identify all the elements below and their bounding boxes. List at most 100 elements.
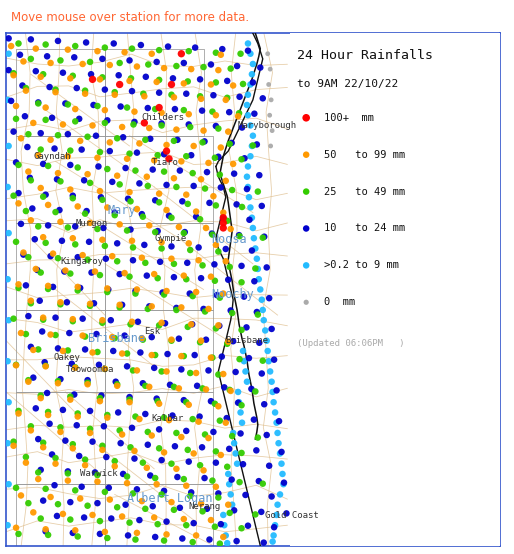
Point bbox=[32, 44, 40, 53]
Point bbox=[205, 366, 213, 375]
Point bbox=[9, 191, 17, 200]
Point bbox=[229, 429, 237, 438]
Point bbox=[211, 399, 219, 408]
Point bbox=[69, 444, 77, 453]
Point bbox=[75, 114, 83, 123]
Point bbox=[101, 488, 109, 496]
Point bbox=[223, 217, 231, 225]
Text: Maryborough: Maryborough bbox=[238, 121, 297, 130]
Text: 24 Hour Rainfalls: 24 Hour Rainfalls bbox=[297, 49, 433, 61]
Point bbox=[36, 394, 45, 403]
Point bbox=[51, 313, 60, 322]
Point bbox=[135, 415, 143, 424]
Point bbox=[51, 454, 60, 463]
Point bbox=[278, 448, 286, 456]
Text: Murgon: Murgon bbox=[75, 219, 107, 228]
Point bbox=[162, 530, 171, 539]
Point bbox=[114, 408, 122, 417]
Point bbox=[243, 184, 251, 193]
Point bbox=[259, 479, 267, 488]
Point bbox=[46, 252, 54, 260]
Text: Esk: Esk bbox=[144, 327, 160, 336]
Point bbox=[253, 307, 261, 316]
Point bbox=[71, 363, 79, 372]
Point bbox=[129, 366, 137, 375]
Point bbox=[66, 146, 75, 155]
Point bbox=[57, 375, 65, 383]
Point bbox=[12, 237, 20, 246]
Point bbox=[223, 340, 231, 348]
Point bbox=[187, 488, 195, 497]
Point bbox=[213, 291, 221, 300]
Point bbox=[235, 230, 243, 239]
Point bbox=[145, 221, 153, 230]
Point bbox=[27, 216, 35, 225]
Text: Brisbane: Brisbane bbox=[226, 336, 269, 345]
Point bbox=[36, 145, 45, 154]
Point bbox=[185, 457, 193, 466]
Point bbox=[202, 223, 210, 232]
Point bbox=[83, 501, 91, 510]
Point bbox=[242, 490, 250, 499]
Point bbox=[54, 37, 62, 45]
Point bbox=[255, 171, 263, 179]
Point bbox=[248, 141, 256, 150]
Point bbox=[79, 251, 87, 260]
Point bbox=[187, 320, 195, 329]
Text: Noochy: Noochy bbox=[211, 288, 254, 301]
Point bbox=[123, 479, 131, 488]
Point bbox=[228, 309, 236, 317]
Point bbox=[14, 407, 23, 416]
Point bbox=[5, 316, 13, 325]
Point bbox=[34, 99, 42, 108]
Point bbox=[157, 238, 166, 247]
Text: Nerang: Nerang bbox=[189, 502, 221, 511]
Point bbox=[198, 443, 206, 452]
Point bbox=[236, 429, 245, 438]
Point bbox=[63, 298, 71, 307]
Point bbox=[74, 163, 82, 172]
Point bbox=[170, 136, 178, 145]
Point bbox=[36, 73, 45, 81]
Point bbox=[23, 142, 31, 151]
Point bbox=[259, 356, 267, 365]
Point bbox=[101, 365, 109, 373]
Point bbox=[116, 180, 124, 189]
Point bbox=[98, 73, 106, 82]
Point bbox=[192, 288, 200, 296]
Point bbox=[74, 286, 82, 295]
Point bbox=[170, 93, 178, 102]
Point bbox=[214, 493, 223, 502]
Text: Noosa: Noosa bbox=[211, 233, 247, 247]
Point bbox=[44, 285, 52, 294]
Point bbox=[160, 448, 168, 457]
Point bbox=[128, 87, 136, 96]
Point bbox=[39, 438, 47, 447]
Point bbox=[35, 296, 44, 305]
Point bbox=[135, 179, 143, 188]
Point bbox=[116, 300, 124, 309]
Point bbox=[151, 474, 159, 483]
Point bbox=[282, 509, 290, 518]
Point bbox=[9, 127, 17, 136]
Point bbox=[94, 499, 102, 507]
Point bbox=[209, 428, 217, 437]
Point bbox=[214, 370, 223, 379]
Point bbox=[205, 434, 213, 443]
Point bbox=[81, 455, 89, 464]
Text: Warwick: Warwick bbox=[80, 469, 118, 479]
Point bbox=[16, 50, 24, 59]
Point bbox=[180, 352, 188, 361]
Point bbox=[12, 524, 20, 532]
Point bbox=[219, 213, 227, 222]
Point bbox=[246, 203, 254, 212]
Point bbox=[183, 258, 191, 267]
Point bbox=[212, 483, 220, 491]
Point bbox=[222, 95, 230, 104]
Point bbox=[171, 105, 179, 114]
Point bbox=[4, 439, 12, 448]
Point bbox=[116, 80, 124, 89]
Point bbox=[146, 135, 154, 143]
Point bbox=[24, 130, 32, 138]
Point bbox=[94, 153, 102, 162]
